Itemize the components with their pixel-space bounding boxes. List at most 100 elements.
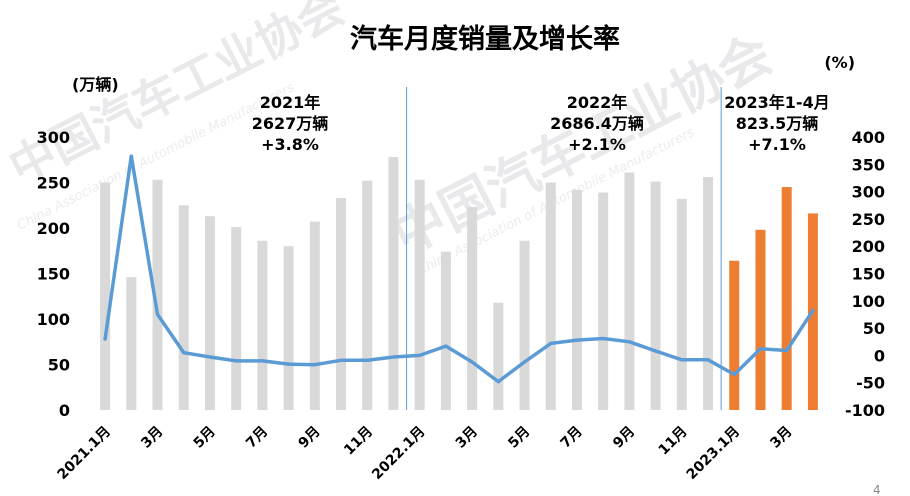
bar-0-17 [545, 182, 556, 410]
bar-1-25 [755, 229, 766, 410]
x-tick-10: 9月 [610, 424, 638, 452]
growth-point-26 [785, 348, 789, 353]
bar-0-4 [204, 216, 215, 410]
growth-point-2 [155, 312, 160, 317]
annotation-2-line-2: +7.1% [748, 135, 806, 154]
growth-point-21 [654, 349, 658, 353]
growth-point-0 [103, 337, 107, 341]
bar-0-8 [309, 221, 320, 410]
left-tick-4: 200 [37, 219, 70, 238]
bar-0-19 [598, 192, 609, 410]
right-tick-4: 100 [852, 292, 885, 311]
x-tick-6: 2022.1月 [369, 424, 428, 483]
left-tick-6: 300 [37, 128, 70, 147]
growth-line-series [103, 154, 815, 384]
x-tick-12: 2023.1月 [684, 424, 743, 483]
left-axis-unit: (万辆) [72, 75, 119, 94]
bar-0-13 [440, 251, 451, 410]
left-tick-0: 0 [59, 401, 70, 420]
bar-0-6 [257, 240, 268, 410]
x-tick-2: 5月 [191, 424, 219, 452]
x-tick-9: 7月 [558, 424, 586, 452]
bar-0-23 [703, 177, 714, 410]
bar-0-7 [283, 246, 294, 410]
growth-point-17 [549, 341, 553, 345]
right-tick-0: -100 [845, 401, 885, 420]
growth-point-9 [339, 358, 343, 362]
bar-0-12 [414, 179, 425, 410]
right-axis-unit: (%) [824, 53, 855, 72]
bar-0-15 [493, 302, 504, 410]
right-tick-7: 250 [852, 210, 885, 229]
growth-point-20 [627, 340, 631, 344]
growth-point-22 [680, 358, 684, 362]
bar-0-11 [388, 157, 399, 410]
annotation-1-line-0: 2022年 [567, 93, 628, 112]
bar-1-26 [781, 187, 792, 410]
bar-0-20 [624, 172, 635, 410]
right-tick-6: 200 [852, 237, 885, 256]
bar-0-18 [571, 189, 582, 410]
page-number: 4 [873, 483, 881, 496]
bar-0-22 [676, 198, 687, 410]
growth-point-23 [706, 358, 710, 362]
growth-point-15 [496, 380, 500, 384]
x-tick-8: 5月 [505, 424, 533, 452]
period-annotations: 2021年 2627万辆 +3.8% 2022年 2686.4万辆 +2.1% 2023年1… [252, 93, 830, 154]
bar-0-9 [336, 197, 347, 410]
x-tick-0: 2021.1月 [55, 424, 114, 483]
left-tick-1: 50 [48, 356, 70, 375]
right-tick-9: 350 [852, 155, 885, 174]
annotation-0-line-1: 2627万辆 [252, 114, 329, 133]
bar-0-21 [650, 181, 661, 410]
bar-0-16 [519, 240, 530, 410]
x-tick-11: 11月 [656, 424, 691, 459]
growth-point-1 [129, 154, 133, 158]
left-tick-3: 150 [37, 265, 70, 284]
bar-0-1 [126, 277, 137, 410]
growth-point-3 [182, 351, 186, 355]
bar-0-2 [152, 179, 163, 410]
bar-0-14 [467, 207, 478, 410]
growth-point-7 [287, 362, 291, 366]
bar-1-24 [729, 260, 740, 410]
left-axis-ticks: 0 50 100 150 200 250 300 [37, 128, 70, 420]
annotation-1-line-1: 2686.4万辆 [550, 114, 644, 133]
bar-series [100, 157, 818, 410]
x-tick-13: 3月 [767, 424, 795, 452]
x-tick-3: 7月 [243, 424, 271, 452]
growth-point-11 [391, 355, 396, 359]
left-tick-5: 250 [37, 174, 70, 193]
growth-line [103, 154, 815, 384]
growth-point-27 [811, 309, 815, 313]
bar-0-10 [362, 180, 373, 410]
left-tick-2: 100 [37, 310, 70, 329]
x-tick-4: 9月 [296, 424, 324, 452]
growth-point-8 [313, 363, 317, 367]
growth-point-4 [208, 355, 212, 359]
growth-point-6 [260, 359, 264, 363]
x-tick-7: 3月 [453, 424, 481, 452]
right-tick-8: 300 [852, 183, 885, 202]
bar-0-5 [231, 227, 242, 410]
growth-point-25 [758, 347, 763, 351]
x-tick-1: 3月 [138, 424, 166, 452]
right-tick-5: 150 [852, 265, 885, 284]
annotation-0-line-0: 2021年 [260, 93, 321, 112]
growth-point-18 [575, 338, 579, 342]
annotation-2-line-1: 823.5万辆 [736, 114, 819, 133]
chart-title: 汽车月度销量及增长率 [350, 23, 620, 55]
x-tick-5: 11月 [341, 424, 376, 459]
growth-point-16 [522, 360, 527, 364]
bar-0-0 [100, 182, 111, 410]
growth-point-13 [444, 344, 448, 348]
annotation-1-line-2: +2.1% [568, 135, 626, 154]
right-tick-3: 50 [863, 319, 885, 338]
growth-point-14 [470, 360, 474, 364]
growth-point-10 [365, 358, 369, 362]
right-axis-ticks: -100 -50 0 50 100 150 200 250 300 350 400 [845, 128, 885, 420]
right-tick-10: 400 [852, 128, 885, 147]
annotation-2-line-0: 2023年1-4月 [724, 93, 829, 112]
